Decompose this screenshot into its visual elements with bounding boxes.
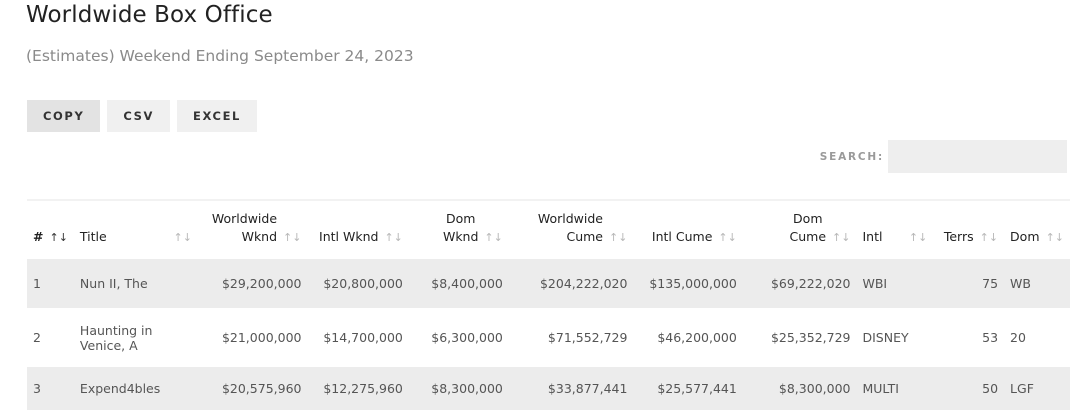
copy-button[interactable]: COPY — [27, 100, 101, 132]
col-header-label: Worldwide Wknd — [212, 210, 277, 246]
cell-intl-cume: $135,000,000 — [649, 276, 737, 291]
table-row: 1 Nun II, The $29,200,000 $20,800,000 $8… — [27, 259, 1070, 308]
cell-dom: WB — [1010, 276, 1031, 291]
col-header-label: Dom Cume — [790, 210, 827, 246]
cell-title: Nun II, The — [79, 276, 148, 291]
cell-intl: DISNEY — [862, 330, 909, 345]
search-box: SEARCH: — [820, 140, 1067, 173]
cell-title: Expend4bles — [79, 381, 161, 396]
cell-num: 2 — [33, 330, 41, 345]
csv-button[interactable]: CSV — [107, 100, 171, 132]
cell-terrs: 53 — [982, 330, 999, 345]
cell-dom-wknd: $6,300,000 — [431, 330, 503, 345]
cell-intl: MULTI — [862, 381, 899, 396]
cell-worldwide-wknd: $21,000,000 — [221, 330, 302, 345]
cell-num: 3 — [33, 381, 41, 396]
cell-worldwide-wknd: $29,200,000 — [221, 276, 302, 291]
col-header-label: Dom Wknd — [443, 210, 478, 246]
cell-dom-wknd: $8,400,000 — [431, 276, 503, 291]
cell-dom-cume: $69,222,020 — [770, 276, 851, 291]
search-label: SEARCH: — [819, 150, 884, 163]
col-header-label-line: Dom — [445, 211, 476, 226]
cell-intl-wknd: $12,275,960 — [323, 381, 403, 396]
col-header-intl[interactable]: Intl ↑↓ — [856, 200, 933, 259]
page-subtitle: (Estimates) Weekend Ending September 24,… — [26, 47, 414, 65]
col-header-dom[interactable]: Dom ↑↓ — [1004, 200, 1070, 259]
col-header-intl-cume[interactable]: Intl Cume ↑↓ — [633, 200, 742, 259]
cell-dom-wknd: $8,300,000 — [431, 381, 503, 396]
cell-intl-cume: $46,200,000 — [657, 330, 737, 345]
cell-worldwide-cume: $204,222,020 — [539, 276, 628, 291]
col-header-label-line: Dom — [793, 211, 823, 226]
col-header-dom-cume[interactable]: Dom Cume ↑↓ — [743, 200, 857, 259]
col-header-dom-wknd[interactable]: Dom Wknd ↑↓ — [409, 200, 509, 259]
sort-icon: ↑↓ — [609, 231, 628, 244]
col-header-label-line: Worldwide — [211, 211, 278, 226]
cell-intl-wknd: $20,800,000 — [323, 276, 403, 291]
col-header-label: Terrs — [943, 229, 974, 244]
sort-icon: ↑↓ — [484, 231, 503, 244]
col-header-label: Intl — [862, 229, 883, 244]
col-header-label: Worldwide Cume — [538, 210, 603, 246]
cell-worldwide-wknd: $20,575,960 — [221, 381, 302, 396]
box-office-table: # ↑↓ Title ↑↓ Worldwide Wknd ↑↓ Intl Wknd… — [27, 199, 1070, 410]
cell-intl-wknd: $14,700,000 — [323, 330, 403, 345]
cell-terrs: 50 — [982, 381, 999, 396]
col-header-label-line: Cume — [789, 229, 827, 244]
sort-icon: ↑↓ — [718, 231, 737, 244]
table-row: 3 Expend4bles $20,575,960 $12,275,960 $8… — [27, 367, 1070, 410]
cell-title: Haunting in Venice, A — [79, 322, 153, 353]
cell-num: 1 — [33, 276, 41, 291]
cell-intl: WBI — [862, 276, 888, 291]
sort-icon: ↑↓ — [173, 231, 192, 244]
cell-worldwide-cume: $33,877,441 — [547, 381, 628, 396]
cell-terrs: 75 — [982, 276, 999, 291]
col-header-label-line: Worldwide — [537, 211, 604, 226]
excel-button[interactable]: EXCEL — [177, 100, 257, 132]
sort-icon: ↑↓ — [49, 231, 68, 244]
col-header-label: Intl Wknd — [319, 229, 379, 244]
col-header-title[interactable]: Title ↑↓ — [74, 200, 198, 259]
col-header-label-line: Cume — [566, 229, 604, 244]
col-header-worldwide-wknd[interactable]: Worldwide Wknd ↑↓ — [198, 200, 308, 259]
col-header-label: Intl Cume — [651, 229, 713, 244]
sort-icon: ↑↓ — [908, 231, 928, 244]
col-header-intl-wknd[interactable]: Intl Wknd ↑↓ — [307, 200, 408, 259]
sort-icon: ↑↓ — [979, 231, 999, 244]
cell-dom: 20 — [1010, 330, 1026, 345]
sort-icon: ↑↓ — [384, 231, 403, 244]
cell-intl-cume: $25,577,441 — [657, 381, 737, 396]
sort-icon: ↑↓ — [832, 231, 851, 244]
col-header-label: Title — [79, 229, 107, 244]
sort-icon: ↑↓ — [1045, 231, 1064, 244]
cell-dom-cume: $25,352,729 — [770, 330, 851, 345]
col-header-label-line: Wknd — [241, 229, 278, 244]
col-header-label: Dom — [1010, 229, 1040, 244]
col-header-label: # — [33, 229, 44, 244]
export-buttons: COPY CSV EXCEL — [27, 100, 257, 132]
cell-dom-cume: $8,300,000 — [778, 381, 851, 396]
page-title: Worldwide Box Office — [26, 2, 273, 28]
col-header-terrs[interactable]: Terrs ↑↓ — [933, 200, 1004, 259]
table-header-row: # ↑↓ Title ↑↓ Worldwide Wknd ↑↓ Intl Wknd… — [27, 200, 1070, 259]
cell-worldwide-cume: $71,552,729 — [547, 330, 628, 345]
col-header-num[interactable]: # ↑↓ — [27, 200, 74, 259]
table-row: 2 Haunting in Venice, A $21,000,000 $14,… — [27, 308, 1070, 367]
col-header-label-line: Wknd — [442, 229, 479, 244]
search-input[interactable] — [888, 140, 1067, 173]
sort-icon: ↑↓ — [283, 231, 302, 244]
cell-dom: LGF — [1010, 381, 1034, 396]
col-header-worldwide-cume[interactable]: Worldwide Cume ↑↓ — [509, 200, 634, 259]
